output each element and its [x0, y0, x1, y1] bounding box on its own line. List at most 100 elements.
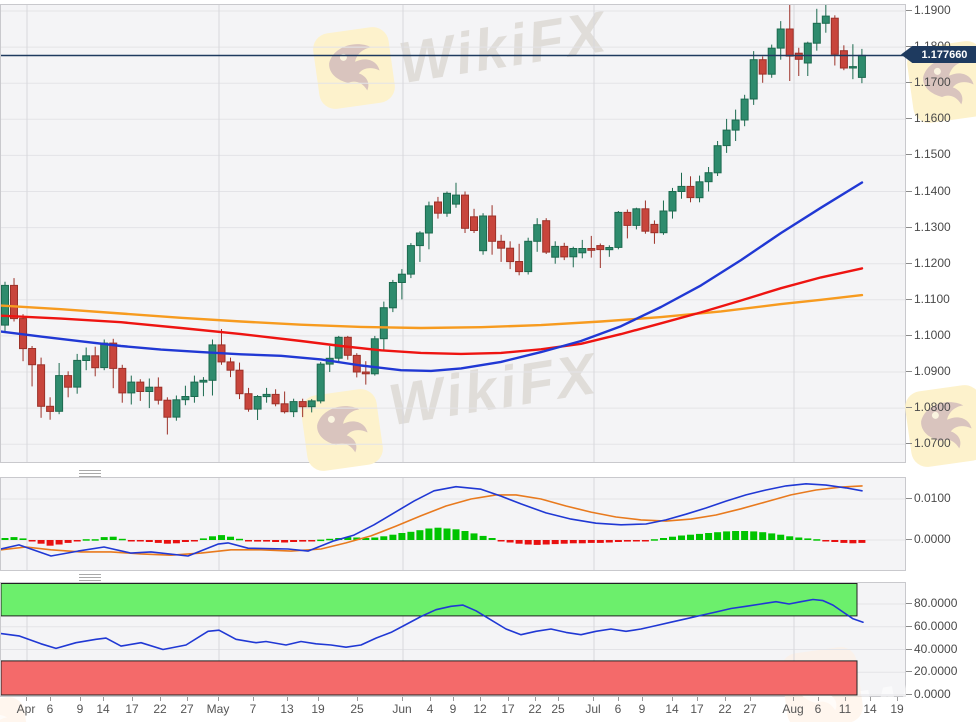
- rsi-overbought-band: [1, 583, 858, 617]
- current-price-badge: 1.177660: [901, 46, 976, 63]
- x-axis-label: 12: [473, 702, 487, 716]
- x-axis-label: 22: [528, 702, 542, 716]
- x-axis-tick: [642, 697, 643, 701]
- macd-panel[interactable]: [0, 477, 906, 571]
- x-axis-label: Jul: [585, 702, 601, 716]
- price-panel[interactable]: [0, 4, 906, 463]
- x-axis-label: 17: [690, 702, 704, 716]
- x-axis-tick: [480, 697, 481, 701]
- y-axis-label: 1.0800: [914, 400, 951, 414]
- x-axis-label: 25: [350, 702, 364, 716]
- y-axis-tick: [906, 299, 912, 300]
- x-axis-label: 4: [426, 702, 434, 716]
- y-axis-tick: [906, 671, 912, 672]
- x-axis-tick: [508, 697, 509, 701]
- rsi-oversold-band: [1, 660, 858, 696]
- x-axis-tick: [50, 697, 51, 701]
- x-axis-label: 7: [249, 702, 257, 716]
- x-axis-label: 6: [814, 702, 822, 716]
- y-axis-tick: [906, 603, 912, 604]
- x-axis-tick: [253, 697, 254, 701]
- x-axis-label: 27: [743, 702, 757, 716]
- x-axis-tick: [593, 697, 594, 701]
- x-axis-label: 6: [46, 702, 54, 716]
- y-axis-tick: [906, 46, 912, 47]
- x-axis-tick: [357, 697, 358, 701]
- x-axis-tick: [558, 697, 559, 701]
- x-axis-label: 19: [311, 702, 325, 716]
- y-axis-tick: [906, 191, 912, 192]
- x-axis-label: 19: [890, 702, 904, 716]
- y-axis-tick: [906, 626, 912, 627]
- y-axis-label: 80.0000: [914, 596, 958, 610]
- y-axis-tick: [906, 118, 912, 119]
- y-axis-label: 1.0900: [914, 364, 951, 378]
- y-axis-tick: [906, 649, 912, 650]
- y-axis-label: 60.0000: [914, 619, 958, 633]
- y-axis-label: 1.1500: [914, 147, 951, 161]
- y-axis-label: 1.1900: [914, 3, 951, 17]
- macd-chart-canvas[interactable]: [1, 478, 905, 570]
- y-axis-tick: [906, 10, 912, 11]
- y-axis-tick: [906, 263, 912, 264]
- x-axis-tick: [218, 697, 219, 701]
- y-axis-label: 40.0000: [914, 642, 958, 656]
- x-axis-label: 6: [614, 702, 622, 716]
- y-axis-label: 0.0100: [914, 491, 951, 505]
- x-axis-tick: [80, 697, 81, 701]
- y-axis-tick: [906, 154, 912, 155]
- x-axis-tick: [26, 697, 27, 701]
- y-axis-tick: [906, 498, 912, 499]
- x-axis-label: 14: [665, 702, 679, 716]
- rsi-panel[interactable]: [0, 582, 906, 697]
- x-axis-tick: [725, 697, 726, 701]
- y-axis-tick: [906, 694, 912, 695]
- x-axis-label: 22: [153, 702, 167, 716]
- x-axis-tick: [870, 697, 871, 701]
- x-axis-tick: [845, 697, 846, 701]
- wikifx-eagle-logo-watermark: [903, 383, 976, 469]
- x-axis-tick: [897, 697, 898, 701]
- x-axis-tick: [618, 697, 619, 701]
- x-axis-tick: [697, 697, 698, 701]
- x-axis-label: Aug: [782, 702, 804, 716]
- x-axis-label: 11: [838, 702, 852, 716]
- x-axis-tick: [318, 697, 319, 701]
- y-axis-label: 0.0000: [914, 687, 951, 701]
- x-axis-label: 14: [96, 702, 110, 716]
- x-axis-tick: [430, 697, 431, 701]
- x-axis-label: 17: [125, 702, 139, 716]
- x-axis-label: 14: [863, 702, 877, 716]
- x-axis-label: 17: [501, 702, 515, 716]
- y-axis-tick: [906, 443, 912, 444]
- x-axis-tick: [187, 697, 188, 701]
- y-axis-tick: [906, 539, 912, 540]
- y-axis-label: 1.1100: [914, 292, 950, 306]
- y-axis-label: 0.0000: [914, 532, 951, 546]
- x-axis-label: 9: [638, 702, 646, 716]
- y-axis-label: 1.0700: [914, 436, 951, 450]
- y-axis-tick: [906, 371, 912, 372]
- x-axis-label: Jun: [392, 702, 412, 716]
- y-axis-tick: [906, 227, 912, 228]
- x-axis-label: Apr: [16, 702, 36, 716]
- panel-resize-handle-macd[interactable]: [79, 468, 101, 477]
- x-axis-label: 9: [76, 702, 84, 716]
- x-axis-tick: [453, 697, 454, 701]
- x-axis-tick: [160, 697, 161, 701]
- x-axis-label: 22: [718, 702, 732, 716]
- y-axis-label: 1.1600: [914, 111, 951, 125]
- y-axis-label: 20.0000: [914, 664, 958, 678]
- x-axis-tick: [672, 697, 673, 701]
- y-axis-label: 1.1300: [914, 220, 951, 234]
- x-axis-tick: [103, 697, 104, 701]
- x-axis-tick: [402, 697, 403, 701]
- x-axis-label: 27: [180, 702, 194, 716]
- price-chart-canvas[interactable]: [1, 5, 905, 462]
- panel-resize-handle-rsi[interactable]: [79, 572, 101, 581]
- rsi-chart-canvas[interactable]: [1, 583, 905, 696]
- current-price-value: 1.177660: [921, 48, 968, 61]
- y-axis-tick: [906, 335, 912, 336]
- x-axis-tick: [818, 697, 819, 701]
